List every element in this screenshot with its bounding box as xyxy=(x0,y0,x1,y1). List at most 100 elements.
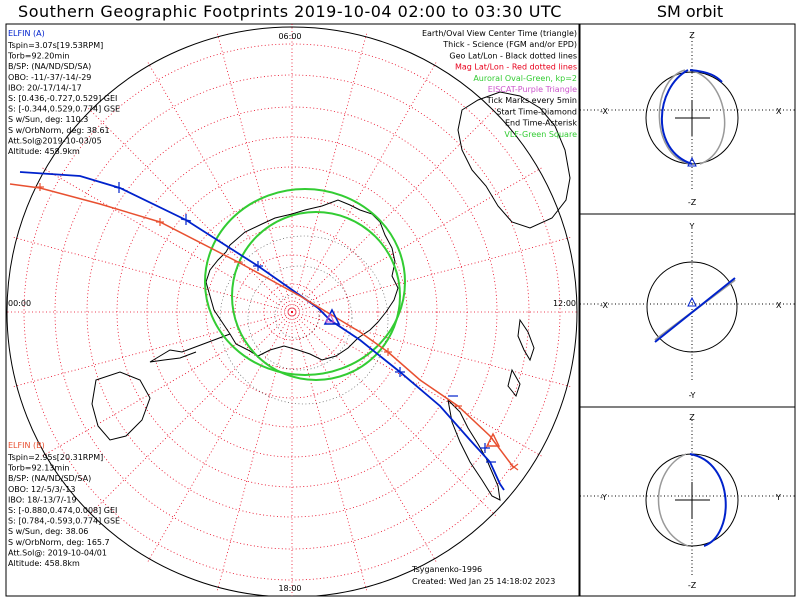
elfin-b-info-line: S w/OrbNorm, deg: 165.7 xyxy=(8,538,110,547)
elfin-b-info-line: S w/Sun, deg: 38.06 xyxy=(8,527,88,536)
orbit-panel-1: Z -Z -X X xyxy=(579,23,796,215)
elfin-a-info-line: S w/Sun, deg: 110.3 xyxy=(8,115,88,124)
legend-entry: Auroral Oval-Green, kp=2 xyxy=(473,74,577,83)
orbit3-right-label: Y xyxy=(775,493,781,502)
elfin-b-info-line: Att.Sol@: 2019-10-04/01 xyxy=(8,548,107,557)
elfin-a-info-line: Att.Sol@2019-10-03/05 xyxy=(8,136,102,145)
antarctica-outline xyxy=(205,199,399,361)
mag-longitude-line xyxy=(291,311,368,593)
map-frame xyxy=(5,23,580,597)
orbit2-top-label: Y xyxy=(689,222,695,231)
elfin-a-info-line: OBO: -11/-37/-14/-29 xyxy=(8,73,91,82)
mag-longitude-line xyxy=(216,31,293,313)
orbit2-right-label: X xyxy=(776,301,782,310)
mag-longitude-line xyxy=(291,311,438,564)
elfin-b-info-line: S: [-0.880,0.474,0.008] GEI xyxy=(8,506,117,515)
legend-entry: Geo Lat/Lon - Black dotted lines xyxy=(449,51,577,60)
legend-entry: End Time-Asterisk xyxy=(505,119,577,128)
elfin-a-info-line: S: [0.436,-0.727,0.529] GEI xyxy=(8,94,117,103)
orbit1-right-label: X xyxy=(776,107,782,116)
map-time-right: 12:00 xyxy=(553,299,576,308)
auroral-oval-inner xyxy=(231,211,401,381)
new-zealand-outline xyxy=(507,318,535,398)
orbit1-left-label: -X xyxy=(600,107,608,116)
elfin-b-ticks xyxy=(36,183,519,471)
mag-longitude-line xyxy=(86,106,293,313)
africa-outline xyxy=(91,371,151,441)
elfin-b-info-line: B/SP: (NA/ND/SD/SA) xyxy=(8,474,91,483)
legend-entry: Start Time-Diamond xyxy=(496,107,577,116)
elfin-b-view-triangle xyxy=(485,432,501,447)
elfin-a-name: ELFIN (A) xyxy=(8,29,45,38)
mag-longitude-line xyxy=(11,236,293,313)
australia-outline xyxy=(457,91,571,229)
south-america-outline xyxy=(447,398,501,501)
mag-longitude-line xyxy=(146,311,293,564)
created-timestamp: Created: Wed Jan 25 14:18:02 2023 xyxy=(412,577,555,586)
orbit1-top-label: Z xyxy=(689,31,695,40)
orbit2-bottom-label: -Y xyxy=(689,391,696,400)
elfin-a-info-line: IBO: 20/-17/14/-17 xyxy=(8,83,82,92)
elfin-a-info-line: S w/OrbNorm, deg: 38.61 xyxy=(8,126,110,135)
elfin-b-info-line: S: [0.784,-0.593,0.774] GSE xyxy=(8,517,120,526)
mag-longitude-line xyxy=(291,106,498,313)
elfin-a-info-line: Altitude: 458.9km xyxy=(8,147,80,156)
orbit3-bottom-label: -Z xyxy=(688,581,697,590)
elfin-b-info: Tspin=2.95s[20.31RPM] Torb=92.13minB/SP: … xyxy=(7,453,120,568)
elfin-a-track xyxy=(19,171,505,491)
page-title: Southern Geographic Footprints 2019-10-0… xyxy=(18,2,562,21)
elfin-b-info-line: IBO: 18/-13/7/-19 xyxy=(8,495,77,504)
elfin-b-info-line: Altitude: 458.8km xyxy=(8,559,80,568)
elfin-b-info-line: Torb=92.13min xyxy=(7,464,69,473)
orbit-title: SM orbit xyxy=(656,2,724,21)
mag-longitude-line xyxy=(86,311,293,518)
orbit2-left-label: -X xyxy=(600,301,608,310)
elfin-b-name: ELFIN (B) xyxy=(8,441,45,450)
geo-latitude-rings xyxy=(219,235,389,405)
antarctic-peninsula xyxy=(149,333,231,363)
legend-entry: Thick - Science (FGM and/or EPD) xyxy=(442,40,577,49)
orbit3-left-label: -Y xyxy=(600,493,607,502)
mag-longitude-lines xyxy=(6,24,579,596)
eiscat-triangle xyxy=(325,312,335,323)
elfin-a-info-line: Torb=92.20min xyxy=(7,52,69,61)
legend-entry: Earth/Oval View Center Time (triangle) xyxy=(422,29,577,38)
mag-longitude-line xyxy=(291,311,498,518)
mag-longitude-line xyxy=(291,311,573,388)
mag-longitude-line xyxy=(291,236,573,313)
map-time-bottom: 18:00 xyxy=(278,584,301,593)
elfin-a-ticks xyxy=(113,182,496,463)
elfin-a-info: Tspin=3.07s[19.53RPM] Torb=92.20minB/SP: … xyxy=(7,41,120,156)
mag-longitude-line xyxy=(146,60,293,313)
legend-entry: Tick Marks every 5min xyxy=(486,96,577,105)
mag-longitude-line xyxy=(40,166,293,313)
mag-longitude-line xyxy=(291,60,438,313)
mag-longitude-line xyxy=(291,31,368,313)
elfin-a-info-line: S: [-0.344,0.529,0.774] GSE xyxy=(8,105,120,114)
mag-longitude-line xyxy=(11,311,293,388)
mag-longitude-line xyxy=(216,311,293,593)
orbit-panel-3: Z -Z -Y Y xyxy=(579,406,796,597)
mag-longitude-line xyxy=(291,311,544,458)
orbit1-bottom-label: -Z xyxy=(688,198,697,207)
map-time-top: 06:00 xyxy=(278,32,301,41)
elfin-b-info-line: Tspin=2.95s[20.31RPM] xyxy=(7,453,103,462)
globe-edge xyxy=(6,26,578,596)
auroral-oval-outer xyxy=(204,188,406,376)
orbit-panel-2: Y -Y -X X xyxy=(579,213,796,408)
legend-entry: EISCAT-Purple Triangle xyxy=(488,85,577,94)
map-legend: Earth/Oval View Center Time (triangle) Th… xyxy=(422,29,577,139)
elfin-b-track xyxy=(9,183,515,469)
elfin-b-info-line: OBO: 12/-5/3/-13 xyxy=(8,485,75,494)
legend-entry: VLF-Green Square xyxy=(504,130,577,139)
mag-longitude-line xyxy=(40,311,293,458)
elfin-a-info-line: B/SP: (NA/ND/SD/SA) xyxy=(8,62,91,71)
legend-entry: Mag Lat/Lon - Red dotted lines xyxy=(455,63,577,72)
map-time-left: 00:00 xyxy=(8,299,31,308)
mag-longitude-line xyxy=(291,166,544,313)
model-credit: Tsyganenko-1996 xyxy=(411,565,482,574)
polar-map xyxy=(6,24,579,596)
orbit3-top-label: Z xyxy=(689,413,695,422)
elfin-a-info-line: Tspin=3.07s[19.53RPM] xyxy=(7,41,103,50)
